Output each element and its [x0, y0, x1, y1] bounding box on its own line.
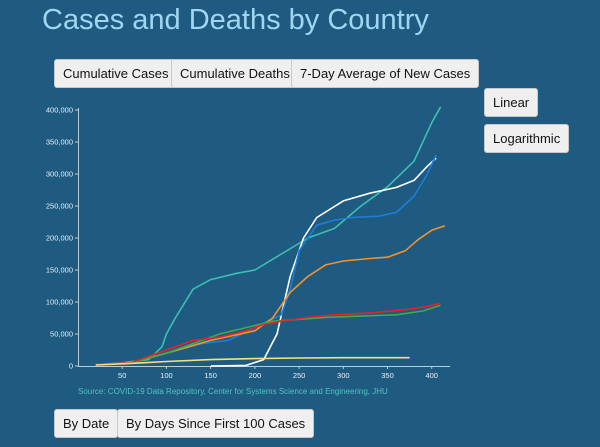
y-tick-label: 50,000 — [50, 330, 73, 339]
x-tick-label: 50 — [118, 371, 126, 380]
series-line-4 — [95, 225, 446, 366]
y-tick-label: 100,000 — [46, 298, 73, 307]
y-tick-label: 350,000 — [46, 138, 73, 147]
cumulative-cases-button[interactable]: Cumulative Cases — [54, 59, 178, 88]
chart-source-note: Source: COVID-19 Data Repository, Center… — [78, 387, 388, 396]
x-tick-label: 350 — [381, 371, 394, 380]
y-tick-label: 0 — [69, 362, 73, 371]
x-tick-label: 100 — [160, 371, 173, 380]
y-tick-label: 300,000 — [46, 170, 73, 179]
seven-day-average-button[interactable]: 7-Day Average of New Cases — [291, 59, 480, 88]
series-line-1 — [95, 106, 442, 366]
x-tick-label: 200 — [249, 371, 262, 380]
linear-scale-button[interactable]: Linear — [484, 88, 539, 117]
x-tick-label: 400 — [425, 371, 438, 380]
by-date-button[interactable]: By Date — [54, 409, 119, 438]
by-days-since-first-100-cases-button[interactable]: By Days Since First 100 Cases — [117, 409, 315, 438]
series-line-2 — [210, 157, 437, 367]
series-line-3 — [95, 154, 437, 366]
y-tick-label: 200,000 — [46, 234, 73, 243]
page-title: Cases and Deaths by Country — [42, 4, 429, 36]
y-tick-label: 400,000 — [46, 106, 73, 115]
x-tick-label: 250 — [293, 371, 306, 380]
series-line-7 — [95, 356, 410, 366]
y-tick-label: 250,000 — [46, 202, 73, 211]
y-tick-label: 150,000 — [46, 266, 73, 275]
x-tick-label: 300 — [337, 371, 350, 380]
series-line-5 — [95, 304, 441, 366]
series-line-6 — [95, 302, 441, 366]
x-tick-label: 150 — [204, 371, 217, 380]
logarithmic-scale-button[interactable]: Logarithmic — [484, 124, 570, 153]
